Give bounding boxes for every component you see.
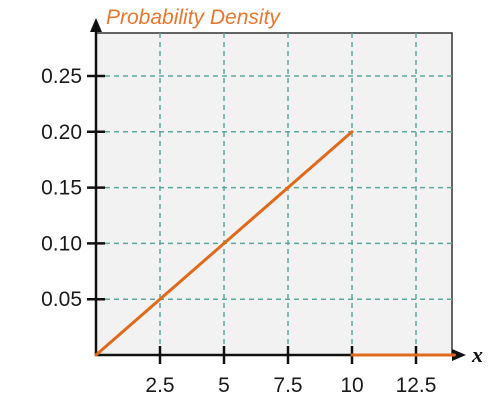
y-tick-label-1: 0.10 <box>41 232 82 255</box>
y-tick-label-4: 0.25 <box>41 65 82 88</box>
chart-title: Probability Density <box>106 6 281 29</box>
y-tick-label-2: 0.15 <box>41 177 82 200</box>
x-axis-arrow <box>452 349 466 361</box>
x-tick-label-3: 10 <box>340 374 363 397</box>
y-tick-label-0: 0.05 <box>41 288 82 311</box>
x-tick-label-2: 7.5 <box>273 374 302 397</box>
x-tick-label-1: 5 <box>218 374 230 397</box>
ticks: 0.05 0.10 0.15 0.20 0.25 2.5 5 7.5 10 12.5 <box>41 65 436 397</box>
series-0-segment-0 <box>94 130 354 357</box>
x-tick-label-0: 2.5 <box>145 374 174 397</box>
y-tick-label-3: 0.20 <box>41 121 82 144</box>
series-line <box>94 130 456 357</box>
x-axis-label: x <box>471 342 483 367</box>
y-axis-arrow <box>90 18 102 32</box>
x-tick-label-4: 12.5 <box>396 374 437 397</box>
